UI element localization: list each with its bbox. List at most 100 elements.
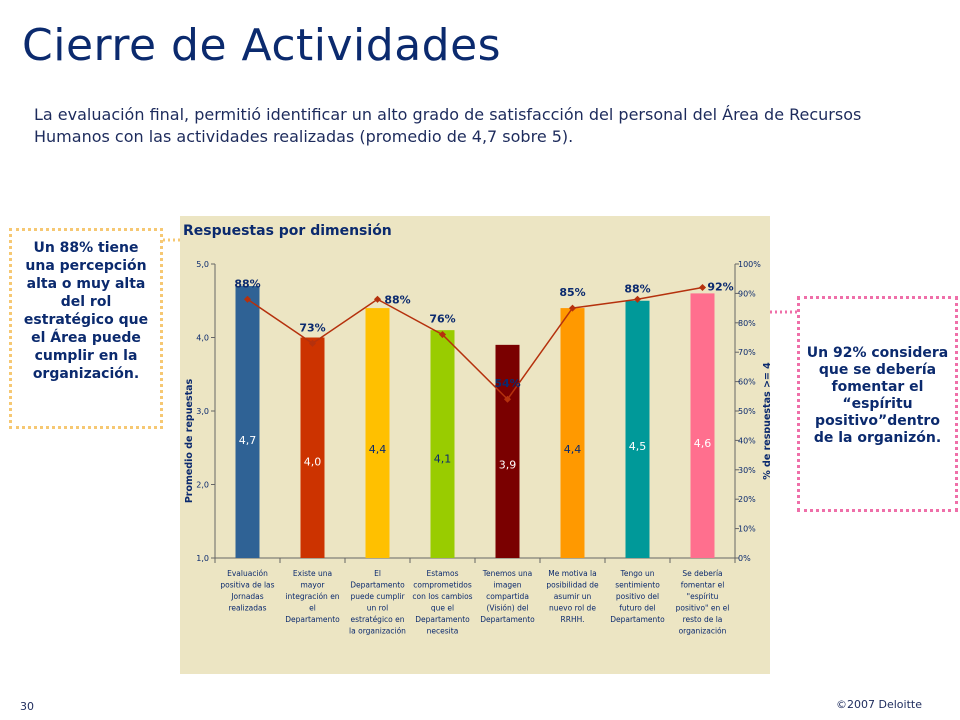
slide-subtitle: La evaluación final, permitió identifica…: [34, 105, 862, 146]
pct-line-series: [247, 286, 703, 401]
y-tick-label: 4,0: [196, 334, 209, 343]
category-label-line: futuro del: [619, 604, 655, 613]
chart-background: [180, 216, 770, 674]
category-label-line: resto de la: [683, 615, 723, 624]
category-label-line: nuevo rol de: [549, 604, 596, 613]
chart-title: Respuestas por dimensión: [183, 223, 392, 239]
page-number: 30: [20, 700, 34, 713]
category-label-line: que el: [431, 604, 454, 613]
category-label-line: Departamento: [610, 615, 665, 624]
pct-label: 88%: [624, 282, 650, 295]
category-label-line: con los cambios: [412, 592, 472, 601]
category-label: Estamos comprometidos con los cambios que e…: [412, 569, 472, 636]
category-label-line: mayor: [300, 581, 325, 590]
category-label-line: El: [374, 569, 381, 578]
pct-point: [503, 395, 512, 403]
category-label-line: un rol: [367, 604, 388, 613]
pct-point: [698, 283, 707, 292]
category-label-line: fomentar el: [681, 581, 725, 590]
category-label-line: "espíritu: [687, 592, 719, 601]
category-label-line: Se debería: [682, 569, 722, 578]
pct-point: [308, 339, 317, 347]
category-label-line: Tengo un: [620, 569, 655, 578]
pct-label: 73%: [299, 321, 325, 334]
y2-tick-label: 40%: [738, 436, 756, 445]
bar-value-label: 4,4: [564, 443, 582, 456]
bar-3: [365, 308, 390, 558]
category-label-line: Me motiva la: [548, 569, 597, 578]
category-label: Evaluación positiva de las Jornadas realiza…: [220, 569, 274, 613]
bar-4: [430, 330, 455, 558]
pct-point: [373, 295, 382, 303]
bar-value-label: 4,4: [369, 443, 387, 456]
category-label-line: comprometidos: [413, 581, 472, 590]
bar-value-label: 4,6: [694, 437, 712, 450]
category-label-line: asumir un: [554, 592, 592, 601]
category-label-line: RRHH.: [561, 615, 585, 624]
bar-value-label: 4,0: [304, 455, 322, 468]
category-label-line: Existe una: [293, 569, 332, 578]
category-label-line: la organización: [349, 627, 406, 636]
pct-label: 88%: [384, 293, 410, 306]
slide-title: Cierre de Actividades: [22, 20, 502, 71]
y2-tick-label: 80%: [738, 319, 756, 328]
y-tick-label: 1,0: [196, 554, 209, 563]
category-label: Tengo un sentimiento positivo del futuro de…: [610, 569, 665, 624]
y2-tick-label: 90%: [738, 289, 756, 298]
y-tick-label: 2,0: [196, 481, 209, 490]
bar-5: [495, 344, 520, 558]
pct-label: 54%: [494, 377, 520, 390]
y2-tick-label: 60%: [738, 378, 756, 387]
y2-tick-label: 70%: [738, 348, 756, 357]
bar-value-label: 4,7: [239, 434, 257, 447]
y2-tick-label: 0%: [738, 554, 751, 563]
category-label-line: positiva de las: [220, 581, 274, 590]
pct-point: [568, 304, 577, 312]
bar-2: [300, 337, 325, 558]
y2-tick-label: 10%: [738, 525, 756, 534]
category-label-line: Departamento: [350, 581, 405, 590]
y-tick-label: 3,0: [196, 407, 209, 416]
category-label-line: positivo del: [616, 592, 659, 601]
bar-value-label: 3,9: [499, 458, 517, 471]
category-label: Existe una mayor integración en el Departame…: [285, 569, 340, 624]
y2-tick-label: 100%: [738, 260, 761, 269]
category-label-line: Departamento: [285, 615, 340, 624]
pct-label: 85%: [559, 286, 585, 299]
copyright-text: ©2007 Deloitte: [836, 698, 922, 711]
category-label-line: realizadas: [228, 604, 266, 613]
pct-label: 76%: [429, 313, 455, 326]
y2-tick-label: 30%: [738, 466, 756, 475]
category-label-line: necesita: [427, 627, 459, 636]
category-label-line: (Visión) del: [486, 604, 528, 613]
category-label: Me motiva la posibilidad de asumir un nuevo…: [546, 569, 599, 624]
bar-line-chart: Respuestas por dimensión 1,0 2,0 3,0 4,0 5,0 P…: [180, 216, 770, 674]
pct-point: [243, 295, 252, 303]
category-label-line: Jornadas: [230, 592, 263, 601]
bar-value-label: 4,1: [434, 452, 452, 465]
category-label-line: Departamento: [415, 615, 470, 624]
category-label-line: Estamos: [427, 569, 459, 578]
pct-label: 92%: [707, 281, 733, 294]
y2-tick-label: 20%: [738, 495, 756, 504]
bar-6: [560, 308, 585, 558]
category-label-line: organización: [679, 627, 727, 636]
bar-1: [235, 286, 260, 558]
y-tick-label: 5,0: [196, 260, 209, 269]
pct-point: [633, 295, 642, 303]
category-label-line: Departamento: [480, 615, 535, 624]
category-label-line: posibilidad de: [546, 581, 599, 590]
category-label-line: el: [309, 604, 316, 613]
category-label-line: sentimiento: [615, 581, 660, 590]
bar-value-label: 4,5: [629, 440, 647, 453]
category-label-line: Evaluación: [227, 569, 268, 578]
pct-label: 88%: [234, 277, 260, 290]
y2-tick-label: 50%: [738, 407, 756, 416]
y2-axis-label: % de respuestas >= 4: [762, 362, 770, 480]
bar-8: [690, 293, 715, 558]
category-label-line: estratégico en: [350, 615, 404, 624]
category-label-line: Tenemos una: [482, 569, 533, 578]
category-label: El Departamento puede cumplir un rol estraté…: [349, 569, 406, 636]
category-label: Se debería fomentar el "espíritu positivo" …: [676, 569, 730, 636]
category-label-line: positivo" en el: [676, 604, 730, 613]
